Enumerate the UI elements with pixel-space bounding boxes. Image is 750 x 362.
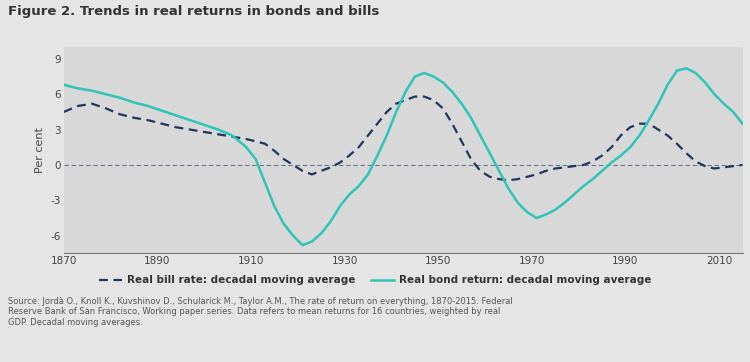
Y-axis label: Per cent: Per cent [35,127,45,173]
Legend: Real bill rate: decadal moving average, Real bond return: decadal moving average: Real bill rate: decadal moving average, … [94,271,656,290]
Text: Figure 2. Trends in real returns in bonds and bills: Figure 2. Trends in real returns in bond… [8,5,379,18]
Text: Source: Jordà O., Knoll K., Kuvshinov D., Schularick M., Taylor A.M., The rate o: Source: Jordà O., Knoll K., Kuvshinov D.… [8,297,512,327]
